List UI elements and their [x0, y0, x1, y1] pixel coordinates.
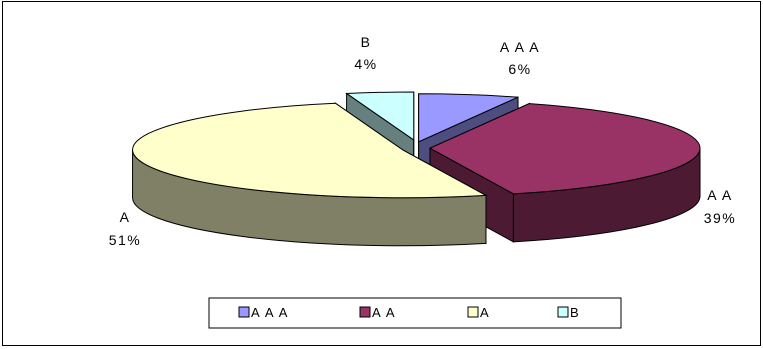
- data-label-aaa: A A A 6%: [500, 39, 540, 77]
- legend-label-aa: A A: [372, 305, 396, 320]
- data-label-aaa-percent: 6%: [508, 61, 531, 77]
- legend-swatch-aaa: [238, 306, 250, 318]
- legend-label-b: B: [570, 305, 580, 320]
- legend-box: [208, 297, 622, 329]
- data-label-b-name: B: [361, 34, 372, 50]
- data-label-b: B 4%: [354, 34, 377, 72]
- data-label-aa-name: A A: [707, 187, 733, 203]
- data-label-b-percent: 4%: [354, 56, 377, 72]
- data-label-aa: A A 39%: [704, 187, 737, 226]
- pie-slices: [132, 91, 701, 247]
- pie-slice-a-top: [132, 102, 488, 199]
- legend-label-aaa: A A A: [251, 305, 289, 320]
- legend-label-a: A: [480, 305, 490, 320]
- legend-swatch-a: [467, 306, 479, 318]
- data-label-a-name: A: [120, 209, 131, 225]
- pie-slice-a: [132, 102, 488, 247]
- pie-slice-aaa-top: [418, 93, 519, 143]
- legend-swatch-b: [557, 306, 569, 318]
- legend: A A A A A A B: [208, 297, 622, 329]
- pie-slice-b-top: [345, 91, 415, 141]
- data-label-aaa-name: A A A: [500, 39, 540, 55]
- data-label-a: A 51%: [109, 209, 142, 248]
- pie-slice-aa-top: [428, 103, 701, 195]
- pie-slice-aa: [428, 102, 701, 243]
- data-label-a-percent: 51%: [109, 232, 142, 248]
- data-label-aa-percent: 39%: [704, 210, 737, 226]
- legend-swatch-aa: [359, 306, 371, 318]
